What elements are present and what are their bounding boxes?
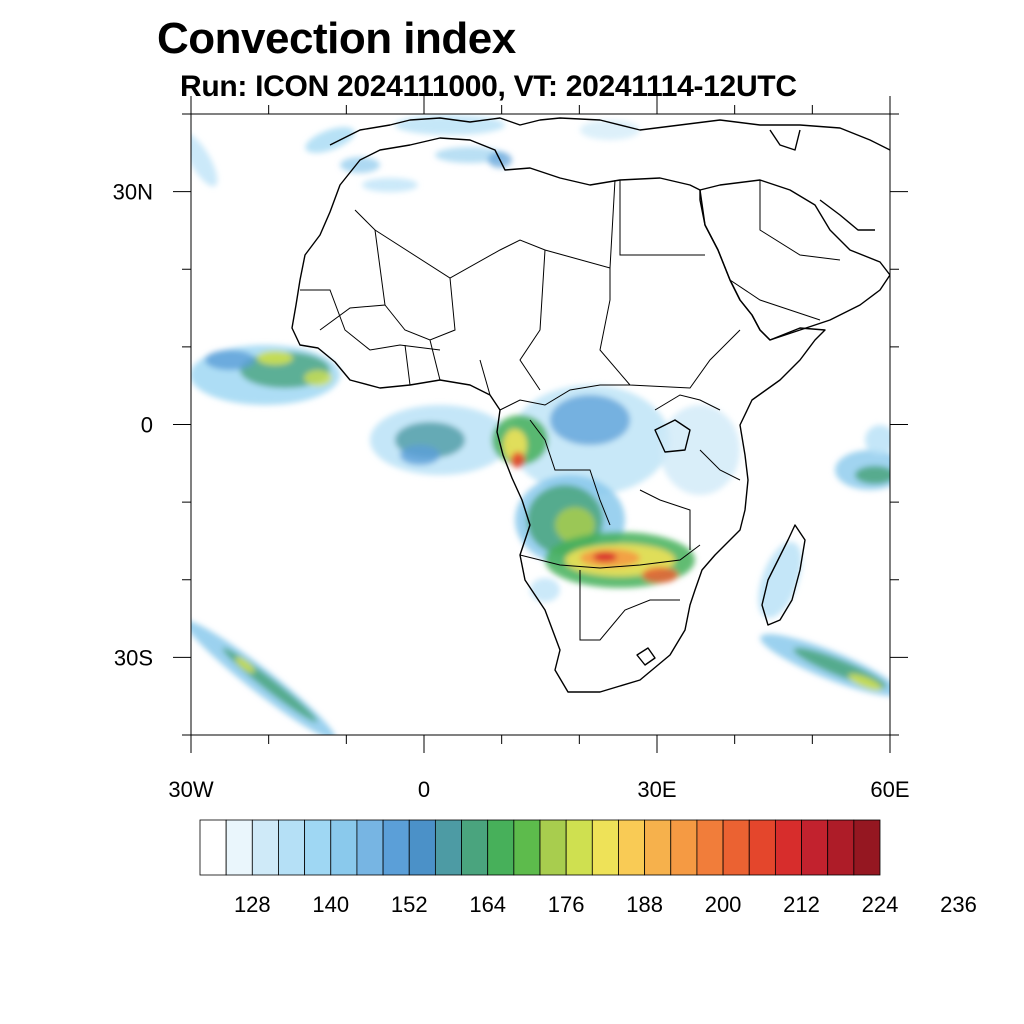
colorbar-tick-label: 128 [234, 892, 271, 917]
convection-index-shading [191, 115, 890, 735]
colorbar-swatch [304, 819, 332, 876]
colorbar-swatch [591, 819, 619, 876]
country-borders [300, 179, 841, 641]
colorbar-swatch [853, 819, 881, 876]
lon-tick-label: 30E [637, 777, 676, 802]
colorbar-swatch [461, 819, 489, 876]
lon-tick-label: 0 [418, 777, 430, 802]
colorbar-tick-labels: 128 140 152 164 176 188 200 212 224 236 [234, 892, 977, 917]
colorbar-tick-label: 200 [705, 892, 742, 917]
coastline-borders [291, 117, 890, 693]
colorbar-swatch [748, 819, 776, 876]
colorbar [199, 819, 881, 876]
colorbar-tick-label: 188 [626, 892, 663, 917]
colorbar-swatch [487, 819, 515, 876]
colorbar-swatch [330, 819, 358, 876]
lat-tick-label: 30S [114, 645, 153, 670]
colorbar-swatch [722, 819, 750, 876]
colorbar-swatch [618, 819, 646, 876]
colorbar-swatch [434, 819, 462, 876]
colorbar-swatch [513, 819, 541, 876]
colorbar-tick-label: 212 [783, 892, 820, 917]
colorbar-tick-label: 140 [312, 892, 349, 917]
lon-tick-label: 60E [870, 777, 909, 802]
lat-tick-label: 0 [141, 413, 153, 438]
lon-tick-label: 30W [168, 777, 213, 802]
colorbar-swatch [565, 819, 593, 876]
colorbar-swatch [774, 819, 802, 876]
colorbar-swatch [827, 819, 855, 876]
colorbar-swatch [670, 819, 698, 876]
colorbar-swatch [278, 819, 306, 876]
colorbar-swatch [382, 819, 410, 876]
axis-ticks [173, 96, 908, 753]
colorbar-tick-label: 152 [391, 892, 428, 917]
colorbar-swatch [356, 819, 384, 876]
colorbar-tick-label: 236 [940, 892, 977, 917]
colorbar-swatch [251, 819, 279, 876]
run-subtitle: Run: ICON 2024111000, VT: 20241114-12UTC [180, 70, 797, 103]
colorbar-swatch [801, 819, 829, 876]
colorbar-swatch [408, 819, 436, 876]
axis-tick-labels: 30W 0 30E 60E 30N 0 30S [113, 180, 910, 802]
colorbar-swatch [696, 819, 724, 876]
lat-tick-label: 30N [113, 180, 153, 205]
colorbar-tick-label: 176 [548, 892, 585, 917]
colorbar-tick-label: 224 [862, 892, 899, 917]
colorbar-swatch [225, 819, 253, 876]
colorbar-tick-label: 164 [469, 892, 506, 917]
chart-title: Convection index [157, 14, 516, 63]
colorbar-swatch [199, 819, 227, 876]
colorbar-swatch [644, 819, 672, 876]
colorbar-swatch [539, 819, 567, 876]
